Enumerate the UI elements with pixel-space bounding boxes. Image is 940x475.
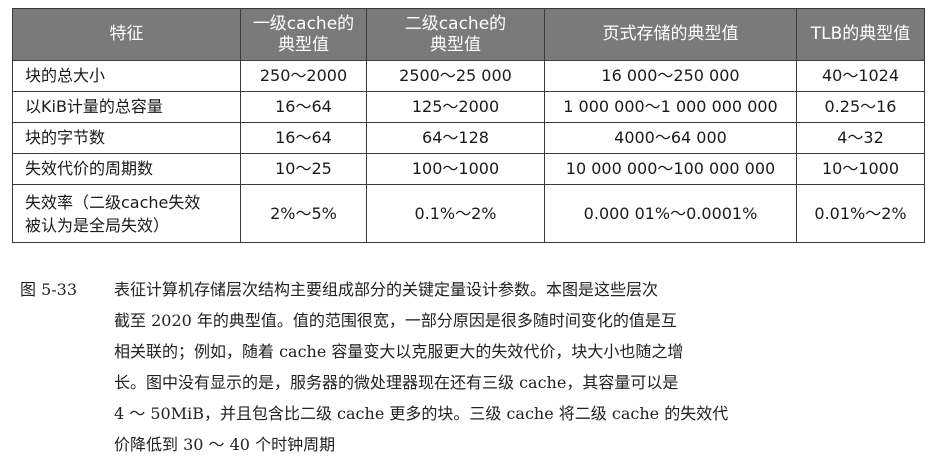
- table-cell: 125～2000: [366, 91, 545, 123]
- header-l1-cache: 一级cache的 典型值: [240, 8, 367, 61]
- table-cell: 4000～64 000: [544, 122, 797, 154]
- table-cell: 64～128: [366, 122, 545, 154]
- table-cell: 0.25～16: [796, 91, 925, 123]
- header-paged-memory: 页式存储的典型值: [544, 8, 797, 61]
- table-cell: 0.000 01%～0.0001%: [544, 184, 797, 243]
- row-label: 失效率（二级cache失效 被认为是全局失效）: [12, 184, 241, 243]
- table-row: 失效率（二级cache失效 被认为是全局失效） 2%～5% 0.1%～2% 0.…: [12, 184, 925, 243]
- caption-text: 表征计算机存储层次结构主要组成部分的关键定量设计参数。本图是这些层次 截至 20…: [114, 274, 914, 460]
- header-l2-cache: 二级cache的 典型值: [366, 8, 545, 61]
- row-label: 块的总大小: [12, 60, 241, 92]
- table-row: 块的字节数 16～64 64～128 4000～64 000 4～32: [12, 122, 925, 154]
- table-cell: 0.1%～2%: [366, 184, 545, 243]
- table-row: 失效代价的周期数 10～25 100～1000 10 000 000～100 0…: [12, 153, 925, 185]
- table-row: 块的总大小 250～2000 2500～25 000 16 000～250 00…: [12, 60, 925, 92]
- caption-line: 截至 2020 年的典型值。值的范围很宽，一部分原因是很多随时间变化的值是互: [114, 311, 677, 330]
- figure-number: 图 5-33: [20, 280, 78, 299]
- caption-line: 4 ～ 50MiB，并且包含比二级 cache 更多的块。三级 cache 将二…: [114, 404, 729, 423]
- table-cell: 16～64: [240, 91, 367, 123]
- row-label: 失效代价的周期数: [12, 153, 241, 185]
- table-cell: 100～1000: [366, 153, 545, 185]
- table-cell: 16～64: [240, 122, 367, 154]
- table-cell: 2500～25 000: [366, 60, 545, 92]
- table-cell: 40～1024: [796, 60, 925, 92]
- table-cell: 2%～5%: [240, 184, 367, 243]
- table-cell: 16 000～250 000: [544, 60, 797, 92]
- table-header-row: 特征 一级cache的 典型值 二级cache的 典型值 页式存储的典型值 TL…: [12, 8, 925, 61]
- row-label: 块的字节数: [12, 122, 241, 154]
- table-cell: 4～32: [796, 122, 925, 154]
- caption-line: 长。图中没有显示的是，服务器的微处理器现在还有三级 cache，其容量可以是: [114, 373, 679, 392]
- table-cell: 10～1000: [796, 153, 925, 185]
- figure-caption: 图 5-33 表征计算机存储层次结构主要组成部分的关键定量设计参数。本图是这些层…: [20, 274, 920, 460]
- caption-line: 表征计算机存储层次结构主要组成部分的关键定量设计参数。本图是这些层次: [114, 280, 659, 299]
- table-cell: 10～25: [240, 153, 367, 185]
- row-label: 以KiB计量的总容量: [12, 91, 241, 123]
- header-feature: 特征: [12, 8, 241, 61]
- memory-hierarchy-table: 特征 一级cache的 典型值 二级cache的 典型值 页式存储的典型值 TL…: [12, 8, 925, 243]
- caption-line: 相关联的；例如，随着 cache 容量变大以克服更大的失效代价，块大小也随之增: [114, 342, 684, 361]
- table-cell: 250～2000: [240, 60, 367, 92]
- table-cell: 10 000 000～100 000 000: [544, 153, 797, 185]
- table-row: 以KiB计量的总容量 16～64 125～2000 1 000 000～1 00…: [12, 91, 925, 123]
- table-cell: 0.01%～2%: [796, 184, 925, 243]
- table-cell: 1 000 000～1 000 000 000: [544, 91, 797, 123]
- header-tlb: TLB的典型值: [796, 8, 925, 61]
- caption-line: 价降低到 30 ～ 40 个时钟周期: [114, 435, 336, 454]
